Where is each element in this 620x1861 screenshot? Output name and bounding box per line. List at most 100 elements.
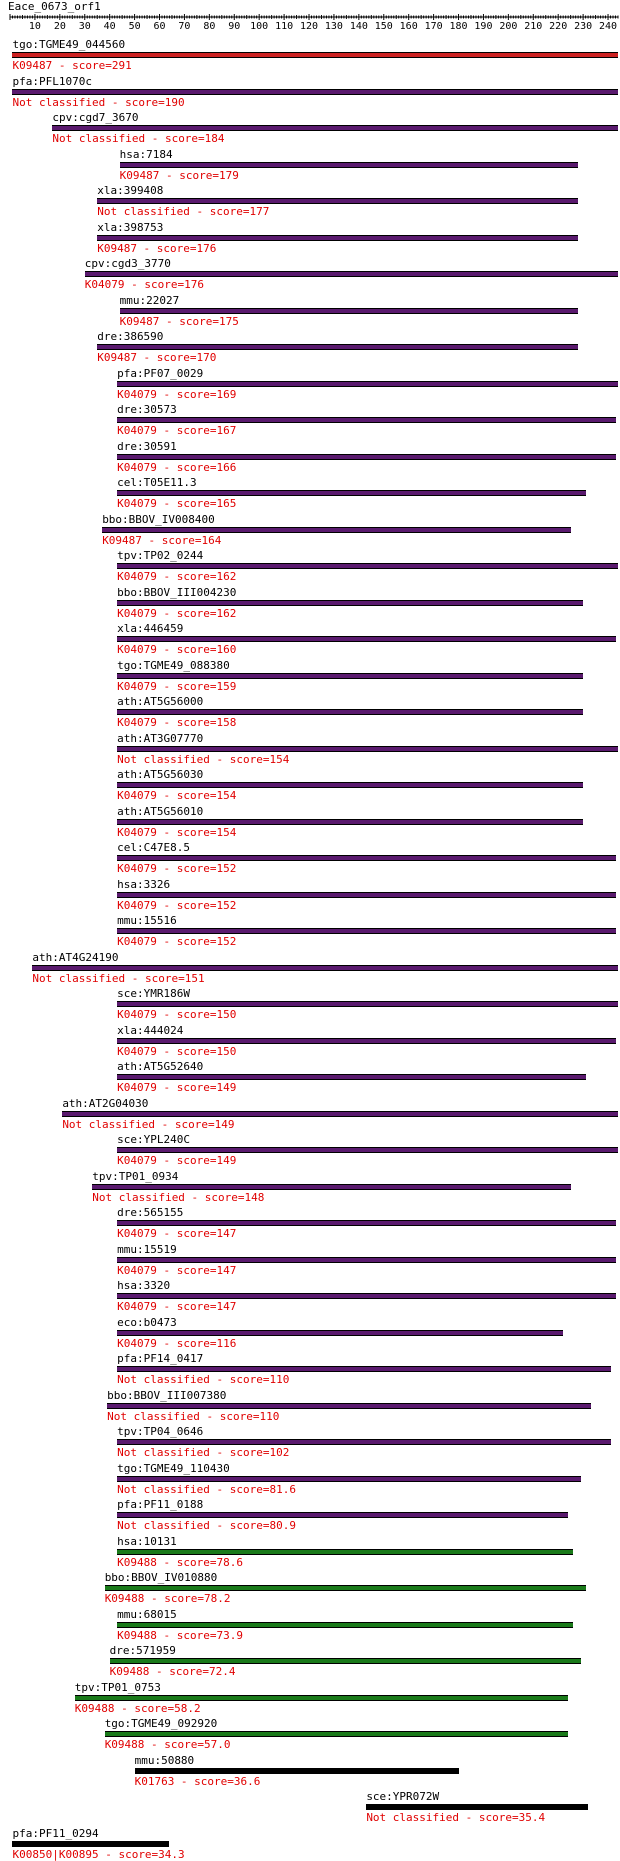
hit-name-link[interactable]: dre:386590 (97, 330, 164, 343)
hit-name-link[interactable]: mmu:15516 (117, 914, 177, 927)
hit-name-link[interactable]: bbo:BBOV_III004230 (117, 585, 237, 599)
alignment-bar[interactable] (74, 1694, 569, 1701)
alignment-bar[interactable] (134, 1767, 459, 1774)
hit-name-link[interactable]: tpv:TP02_0244 (117, 549, 204, 562)
hit-name-link[interactable]: cpv:cgd7_3670 (52, 111, 139, 124)
hit-name-link[interactable]: mmu:50880 (134, 1753, 195, 1767)
hit-name-link[interactable]: eco:b0473 (117, 1315, 177, 1329)
alignment-bar[interactable] (366, 1804, 589, 1810)
hit-name-link[interactable]: tpv:TP01_0753 (74, 1680, 161, 1694)
hit-name-link[interactable]: dre:571959 (109, 1644, 176, 1657)
hit-name-link[interactable]: tgo:TGME49_092920 (104, 1717, 218, 1730)
alignment-bar[interactable] (102, 526, 571, 533)
alignment-bar[interactable] (117, 891, 616, 898)
alignment-bar[interactable] (117, 1439, 611, 1445)
alignment-bar[interactable] (117, 745, 618, 752)
hit-name-link[interactable]: pfa:PF11_0294 (12, 1826, 99, 1840)
alignment-bar[interactable] (117, 636, 616, 642)
alignment-bar[interactable] (97, 344, 579, 350)
alignment-bar[interactable] (12, 88, 618, 95)
hit-name-link[interactable]: xla:399408 (97, 184, 164, 197)
alignment-bar[interactable] (117, 1475, 581, 1482)
alignment-bar[interactable] (117, 1621, 574, 1628)
hit-name-link[interactable]: tgo:TGME49_044560 (12, 38, 126, 51)
hit-name-link[interactable]: dre:565155 (117, 1206, 184, 1219)
alignment-bar[interactable] (107, 1402, 591, 1409)
hit-name-link[interactable]: pfa:PFL1070c (12, 74, 92, 88)
alignment-bar[interactable] (117, 380, 618, 387)
alignment-bar[interactable] (12, 1840, 170, 1847)
alignment-bar[interactable] (117, 782, 584, 788)
hit-name-link[interactable]: cel:C47E8.5 (117, 841, 190, 854)
hit-name-link[interactable]: hsa:7184 (119, 147, 173, 161)
hit-name-link[interactable]: ath:AT5G56030 (117, 768, 204, 781)
hit-name-link[interactable]: sce:YPR072W (366, 1790, 440, 1803)
alignment-bar[interactable] (117, 1256, 616, 1263)
hit-name-link[interactable]: pfa:PF11_0188 (117, 1498, 204, 1511)
hit-name-link[interactable]: tgo:TGME49_110430 (117, 1461, 230, 1475)
alignment-bar[interactable] (117, 1001, 618, 1007)
hit-name-link[interactable]: ath:AT5G56010 (117, 804, 204, 818)
hit-name-link[interactable]: mmu:22027 (119, 293, 180, 307)
hit-name-link[interactable]: cel:T05E11.3 (117, 476, 197, 489)
alignment-bar[interactable] (92, 1183, 571, 1190)
alignment-bar[interactable] (12, 52, 618, 58)
hit-name-link[interactable]: tgo:TGME49_088380 (117, 658, 230, 672)
alignment-bar[interactable] (62, 1110, 618, 1117)
alignment-bar[interactable] (52, 125, 618, 131)
alignment-bar[interactable] (117, 709, 584, 715)
alignment-bar[interactable] (117, 1074, 586, 1080)
alignment-bar[interactable] (117, 1293, 616, 1299)
hit-name-link[interactable]: mmu:68015 (117, 1607, 177, 1621)
alignment-bar[interactable] (117, 453, 616, 460)
hit-name-link[interactable]: tpv:TP01_0934 (92, 1169, 179, 1183)
alignment-bar[interactable] (117, 1548, 574, 1555)
hit-name-link[interactable]: hsa:3320 (117, 1279, 171, 1292)
alignment-bar[interactable] (97, 198, 579, 204)
alignment-bar[interactable] (117, 1366, 611, 1372)
alignment-bar[interactable] (109, 1658, 581, 1664)
hit-name-link[interactable]: ath:AT5G56000 (117, 695, 204, 708)
alignment-bar[interactable] (117, 928, 616, 934)
alignment-bar[interactable] (117, 1220, 616, 1226)
alignment-bar[interactable] (119, 161, 579, 168)
alignment-bar[interactable] (117, 563, 618, 569)
hit-name-link[interactable]: ath:AT2G04030 (62, 1096, 149, 1110)
alignment-bar[interactable] (97, 234, 579, 241)
alignment-bar[interactable] (117, 818, 584, 825)
alignment-bar[interactable] (104, 1731, 569, 1737)
hit-name-link[interactable]: mmu:15519 (117, 1242, 177, 1256)
alignment-bar[interactable] (32, 964, 618, 971)
hit-name-link[interactable]: xla:444024 (117, 1023, 184, 1037)
alignment-bar[interactable] (117, 1037, 616, 1044)
hit-name-link[interactable]: bbo:BBOV_III007380 (107, 1388, 227, 1402)
alignment-bar[interactable] (117, 672, 584, 679)
hit-name-link[interactable]: sce:YPL240C (117, 1133, 190, 1146)
hit-name-link[interactable]: hsa:10131 (117, 1534, 177, 1548)
hit-name-link[interactable]: xla:398753 (97, 220, 164, 234)
hit-name-link[interactable]: dre:30573 (117, 403, 177, 416)
alignment-bar[interactable] (117, 1329, 564, 1336)
hit-name-link[interactable]: dre:30591 (117, 439, 177, 453)
hit-name-link[interactable]: bbo:BBOV_IV008400 (102, 512, 215, 526)
hit-name-link[interactable]: hsa:3326 (117, 877, 171, 891)
hit-name-link[interactable]: xla:446459 (117, 622, 184, 635)
alignment-bar[interactable] (119, 307, 579, 314)
hit-name-link[interactable]: ath:AT3G07770 (117, 731, 204, 745)
alignment-bar[interactable] (117, 599, 584, 606)
hit-name-link[interactable]: ath:AT4G24190 (32, 950, 119, 964)
hit-name-link[interactable]: cpv:cgd3_3770 (84, 257, 171, 270)
alignment-bar[interactable] (84, 271, 618, 277)
hit-name-link[interactable]: sce:YMR186W (117, 987, 190, 1000)
hit-name-link[interactable]: pfa:PF14_0417 (117, 1352, 204, 1365)
alignment-bar[interactable] (117, 417, 616, 423)
alignment-bar[interactable] (117, 1512, 569, 1518)
alignment-bar[interactable] (117, 1147, 618, 1153)
alignment-bar[interactable] (117, 855, 616, 861)
hit-name-link[interactable]: tpv:TP04_0646 (117, 1425, 204, 1438)
hit-name-link[interactable]: bbo:BBOV_IV010880 (104, 1571, 218, 1584)
alignment-bar[interactable] (117, 490, 586, 496)
hit-name-link[interactable]: pfa:PF07_0029 (117, 366, 204, 380)
hit-name-link[interactable]: ath:AT5G52640 (117, 1060, 204, 1073)
alignment-bar[interactable] (104, 1585, 586, 1591)
